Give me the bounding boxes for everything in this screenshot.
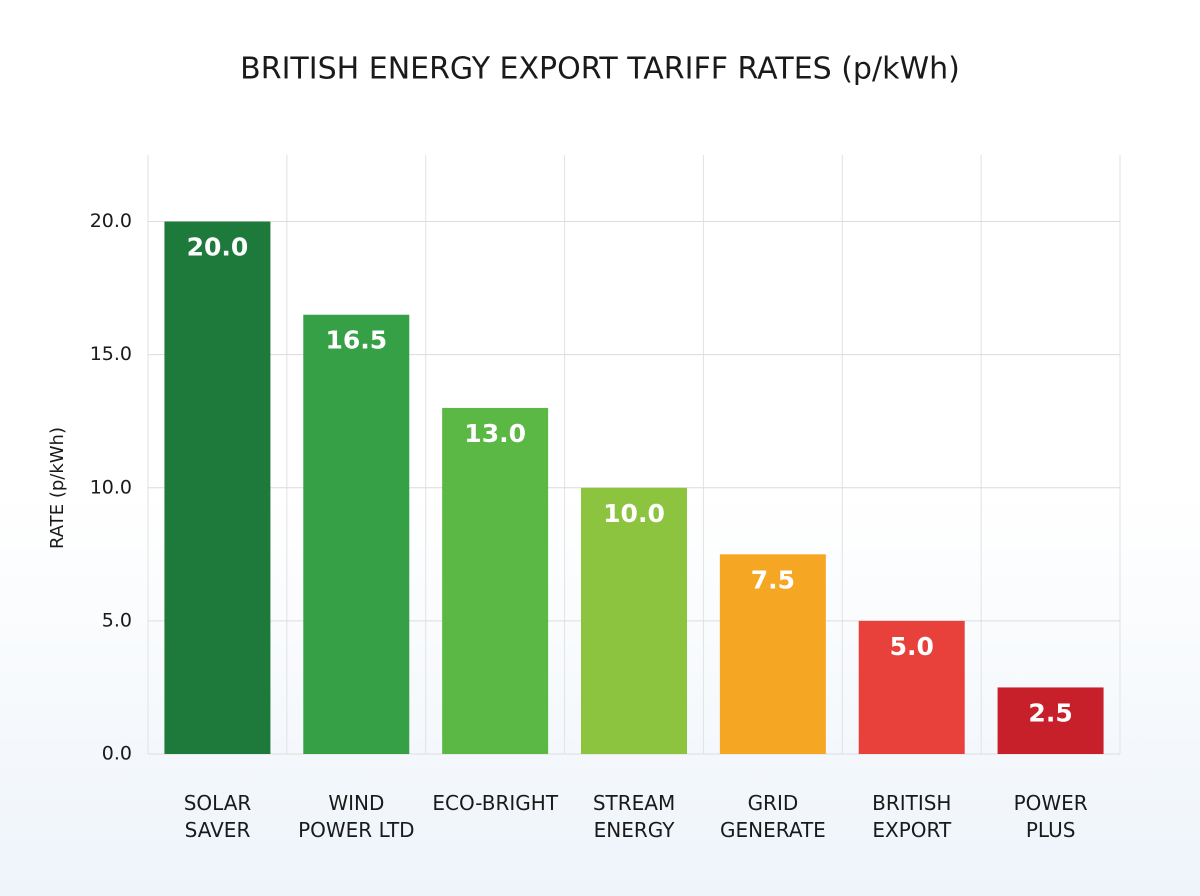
bar bbox=[997, 687, 1104, 754]
bar bbox=[858, 620, 965, 754]
bar bbox=[303, 314, 410, 754]
y-tick-label: 10.0 bbox=[90, 476, 132, 498]
y-tick-label: 20.0 bbox=[90, 210, 132, 232]
x-tick-label: WIND POWER LTD bbox=[298, 791, 415, 842]
value-label: 20.0 bbox=[187, 233, 249, 262]
y-tick-label: 5.0 bbox=[102, 609, 132, 631]
value-label: 7.5 bbox=[751, 565, 795, 594]
value-label: 10.0 bbox=[603, 499, 665, 528]
x-tick-label: BRITISH EXPORT bbox=[872, 791, 952, 842]
y-tick-label: 15.0 bbox=[90, 343, 132, 365]
x-tick-label: SOLAR SAVER bbox=[183, 791, 252, 842]
value-label: 16.5 bbox=[325, 326, 387, 355]
x-tick-label: STREAM ENERGY bbox=[592, 791, 676, 842]
y-tick-label: 0.0 bbox=[102, 743, 132, 765]
bar bbox=[442, 407, 549, 754]
chart-title: BRITISH ENERGY EXPORT TARIFF RATES (p/kW… bbox=[240, 52, 960, 87]
x-tick-label: POWER PLUS bbox=[1013, 791, 1088, 842]
y-axis-label: RATE (p/kWh) bbox=[47, 427, 68, 549]
x-tick-label: ECO-BRIGHT bbox=[432, 791, 559, 815]
x-tick-label: GRID GENERATE bbox=[720, 791, 826, 842]
value-label: 5.0 bbox=[890, 632, 934, 661]
bar bbox=[719, 554, 826, 754]
bar bbox=[164, 221, 271, 755]
bar bbox=[581, 487, 687, 754]
value-label: 13.0 bbox=[464, 419, 526, 448]
value-label: 2.5 bbox=[1028, 698, 1072, 727]
